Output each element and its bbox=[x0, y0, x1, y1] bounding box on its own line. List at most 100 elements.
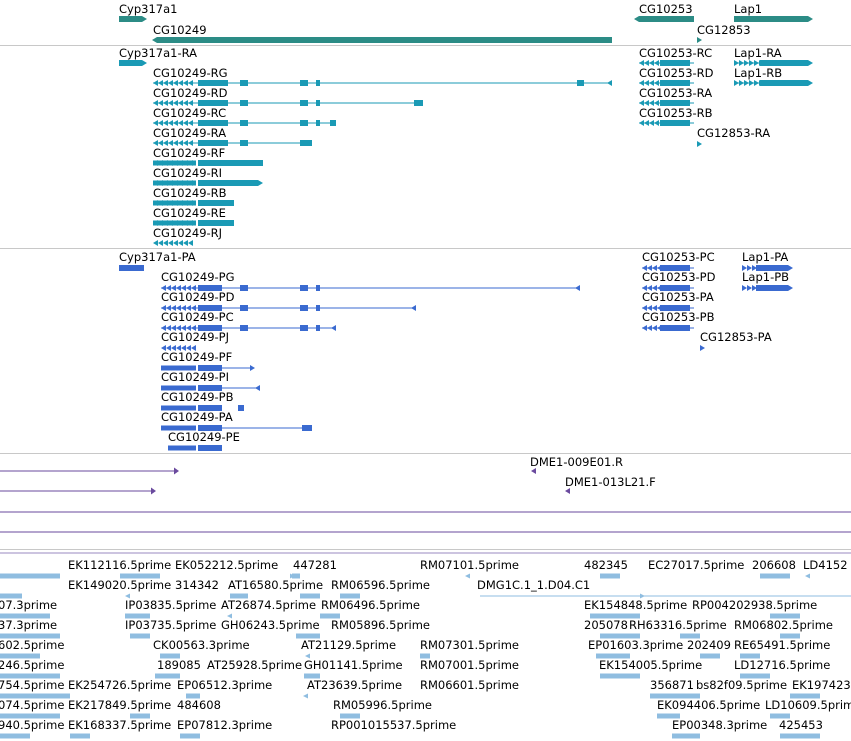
exon-block[interactable] bbox=[760, 573, 790, 579]
exon-block[interactable] bbox=[198, 305, 222, 311]
strand-arrow-left[interactable] bbox=[186, 325, 191, 331]
transcript-label[interactable]: CG10249-RF bbox=[153, 146, 226, 160]
est-label[interactable]: EK094406.5prime bbox=[657, 698, 761, 712]
strand-arrow-left[interactable] bbox=[171, 345, 176, 351]
exon-block[interactable] bbox=[316, 305, 320, 311]
strand-arrow-right[interactable] bbox=[174, 467, 179, 475]
strand-arrow-left[interactable] bbox=[181, 285, 186, 291]
strand-arrow-left[interactable] bbox=[644, 80, 649, 86]
clone-label[interactable]: DME1-013L21.F bbox=[565, 475, 656, 489]
exon-block[interactable] bbox=[639, 16, 694, 22]
est-label[interactable]: 07.3prime bbox=[0, 598, 58, 612]
transcript-label[interactable]: CG10249-RG bbox=[153, 66, 228, 80]
strand-arrow-left[interactable] bbox=[168, 140, 173, 146]
strand-arrow-left[interactable] bbox=[639, 120, 644, 126]
strand-arrow-left[interactable] bbox=[188, 200, 193, 206]
strand-arrow-left[interactable] bbox=[168, 180, 173, 186]
est-label[interactable]: EK254726.5prime bbox=[68, 678, 172, 692]
exon-block[interactable] bbox=[700, 653, 720, 659]
exon-block[interactable] bbox=[756, 265, 788, 271]
protein-label[interactable]: CG10249-PI bbox=[161, 370, 230, 384]
exon-block[interactable] bbox=[300, 120, 308, 126]
exon-block[interactable] bbox=[198, 425, 222, 431]
strand-arrow-left[interactable] bbox=[158, 200, 163, 206]
strand-arrow-left[interactable] bbox=[158, 240, 163, 246]
strand-arrow-left[interactable] bbox=[305, 653, 310, 659]
strand-arrow-left[interactable] bbox=[186, 285, 191, 291]
strand-arrow-left[interactable] bbox=[168, 80, 173, 86]
exon-block[interactable] bbox=[198, 160, 263, 166]
est-label[interactable]: LD12716.5prime bbox=[734, 658, 831, 672]
est-label[interactable]: 189085 bbox=[157, 658, 201, 672]
est-label[interactable]: AT23639.5prime bbox=[307, 678, 403, 692]
strand-arrow-left[interactable] bbox=[153, 220, 158, 226]
strand-arrow-left[interactable] bbox=[168, 120, 173, 126]
exon-block[interactable] bbox=[734, 16, 808, 22]
exon-block[interactable] bbox=[119, 60, 142, 66]
est-label[interactable]: EK217849.5prime bbox=[68, 698, 172, 712]
exon-block[interactable] bbox=[119, 265, 144, 271]
exon-block[interactable] bbox=[660, 305, 690, 311]
strand-arrow-left[interactable] bbox=[173, 200, 178, 206]
est-label[interactable]: 356871 bbox=[650, 678, 694, 692]
exon-block[interactable] bbox=[198, 325, 222, 331]
strand-arrow-left[interactable] bbox=[649, 100, 654, 106]
transcript-label[interactable]: CG12853-RA bbox=[697, 126, 771, 140]
strand-arrow-left[interactable] bbox=[188, 140, 193, 146]
exon-block[interactable] bbox=[198, 180, 258, 186]
strand-arrow-right[interactable] bbox=[697, 37, 702, 43]
est-label[interactable]: 754.5prime bbox=[0, 678, 65, 692]
strand-arrow-left[interactable] bbox=[173, 120, 178, 126]
exon-block[interactable] bbox=[300, 100, 308, 106]
protein-label[interactable]: CG10249-PC bbox=[161, 310, 234, 324]
exon-block[interactable] bbox=[240, 325, 248, 331]
exon-block[interactable] bbox=[296, 633, 320, 639]
strand-arrow-left[interactable] bbox=[163, 240, 168, 246]
transcript-label[interactable]: CG10253-RA bbox=[639, 86, 713, 100]
strand-arrow-left[interactable] bbox=[153, 100, 158, 106]
est-label[interactable]: EP07812.3prime bbox=[177, 718, 273, 732]
est-label[interactable]: EP01603.3prime bbox=[588, 638, 684, 652]
exon-block[interactable] bbox=[198, 405, 222, 411]
strand-arrow-right[interactable] bbox=[754, 80, 759, 86]
strand-arrow-left[interactable] bbox=[166, 305, 171, 311]
est-label[interactable]: CK00563.3prime bbox=[153, 638, 250, 652]
exon-block[interactable] bbox=[155, 673, 180, 679]
exon-block[interactable] bbox=[316, 80, 320, 86]
protein-label[interactable]: CG12853-PA bbox=[700, 330, 772, 344]
strand-arrow-left[interactable] bbox=[161, 345, 166, 351]
strand-arrow-left[interactable] bbox=[191, 345, 196, 351]
strand-arrow-right[interactable] bbox=[739, 80, 744, 86]
protein-label[interactable]: CG10253-PA bbox=[642, 290, 714, 304]
strand-arrow-left[interactable] bbox=[153, 180, 158, 186]
est-label[interactable]: EK197423 bbox=[792, 678, 851, 692]
exon-block[interactable] bbox=[780, 733, 820, 739]
exon-block[interactable] bbox=[0, 613, 50, 619]
strand-arrow-left[interactable] bbox=[173, 100, 178, 106]
est-label[interactable]: GH01141.5prime bbox=[304, 658, 403, 672]
strand-arrow-left[interactable] bbox=[125, 593, 130, 599]
strand-arrow-left[interactable] bbox=[183, 220, 188, 226]
protein-label[interactable]: Lap1-PA bbox=[742, 250, 789, 264]
strand-arrow-right[interactable] bbox=[747, 265, 752, 271]
strand-arrow-left[interactable] bbox=[161, 325, 166, 331]
strand-arrow-left[interactable] bbox=[153, 200, 158, 206]
strand-arrow-left[interactable] bbox=[639, 60, 644, 66]
strand-arrow-left[interactable] bbox=[158, 160, 163, 166]
exon-block[interactable] bbox=[770, 713, 790, 719]
strand-arrow-left[interactable] bbox=[163, 160, 168, 166]
strand-arrow-left[interactable] bbox=[153, 120, 158, 126]
strand-arrow-right[interactable] bbox=[640, 593, 645, 599]
strand-arrow-left[interactable] bbox=[188, 160, 193, 166]
strand-arrow-left[interactable] bbox=[647, 305, 652, 311]
strand-arrow-left[interactable] bbox=[647, 265, 652, 271]
exon-block[interactable] bbox=[0, 573, 60, 579]
est-label[interactable]: RP001015537.5prime bbox=[331, 718, 457, 732]
exon-block[interactable] bbox=[120, 573, 160, 579]
strand-arrow-left[interactable] bbox=[173, 160, 178, 166]
strand-arrow-left[interactable] bbox=[188, 100, 193, 106]
exon-block[interactable] bbox=[304, 673, 320, 679]
exon-block[interactable] bbox=[600, 573, 620, 579]
est-label[interactable]: EK154848.5prime bbox=[584, 598, 688, 612]
exon-block[interactable] bbox=[790, 693, 820, 699]
